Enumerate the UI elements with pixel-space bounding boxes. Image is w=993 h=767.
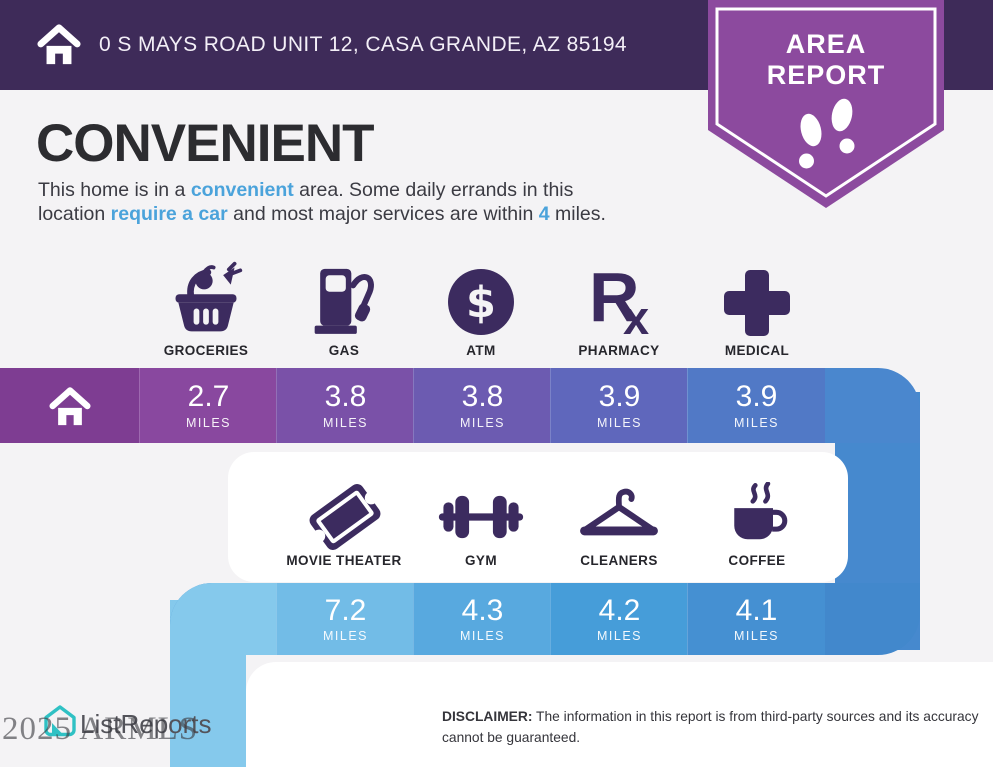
desc-segment: This home is in a (38, 179, 191, 201)
area-report-badge: AREA REPORT (708, 0, 944, 212)
distance-value: 3.8 (324, 380, 367, 414)
groceries-basket-icon (131, 260, 281, 336)
place-cleaners: CLEANERS (544, 476, 694, 568)
distance-cell-cleaners: 4.2 MILES (550, 583, 688, 655)
distance-value: 4.2 (598, 593, 641, 627)
distance-cell-atm: 3.8 MILES (413, 368, 551, 443)
coffee-cup-icon (682, 476, 832, 546)
distance-cell-gym: 4.3 MILES (413, 583, 551, 655)
distance-unit: MILES (596, 629, 642, 644)
listreports-house-icon (44, 705, 76, 744)
home-icon (48, 386, 91, 425)
svg-text:$: $ (466, 278, 496, 328)
place-groceries: GROCERIES (131, 260, 281, 358)
footprints-icon (799, 98, 855, 169)
distance-unit: MILES (459, 415, 505, 430)
home-cell (0, 368, 139, 443)
distance-unit: MILES (322, 415, 368, 430)
distance-bar-row2: 7.2 MILES 4.3 MILES 4.2 MILES 4.1 MILES (170, 583, 920, 655)
bar2-left-tail (170, 583, 276, 655)
desc-highlight-miles: 4 (538, 202, 550, 225)
icons-panel: MOVIE THEATER GYM (228, 452, 848, 582)
distance-value: 3.9 (598, 380, 641, 414)
desc-segment: miles. (549, 202, 606, 225)
distance-cell-medical: 3.9 MILES (687, 368, 825, 443)
page-title: CONVENIENT (36, 114, 374, 173)
movie-ticket-icon (269, 476, 419, 553)
distance-cell-gas: 3.8 MILES (276, 368, 414, 443)
distance-cell-coffee: 4.1 MILES (687, 583, 825, 655)
distance-value: 3.9 (735, 380, 778, 414)
property-address: 0 S MAYS ROAD UNIT 12, CASA GRANDE, AZ 8… (99, 33, 628, 56)
medical-cross-icon (682, 260, 832, 336)
distance-cell-pharmacy: 3.9 MILES (550, 368, 688, 443)
atm-dollar-icon: $ (406, 260, 556, 336)
disclaimer-body: The information in this report is from t… (442, 709, 979, 745)
brand-text: ListReports (80, 709, 212, 739)
desc-segment: and most major services are within (227, 202, 539, 225)
place-label: GYM (465, 553, 497, 568)
disclaimer-panel: DISCLAIMER: The information in this repo… (246, 662, 993, 767)
place-label: CLEANERS (580, 553, 658, 568)
distance-value: 4.1 (735, 593, 778, 627)
place-label: PHARMACY (578, 343, 660, 358)
distance-cell-movie-theater: 7.2 MILES (276, 583, 414, 655)
distance-unit: MILES (185, 415, 231, 430)
distance-value: 7.2 (324, 593, 367, 627)
desc-highlight-require-car: require a car (110, 202, 228, 225)
distance-value: 2.7 (187, 380, 230, 414)
place-medical: MEDICAL (682, 260, 832, 358)
place-label: ATM (466, 343, 496, 358)
distance-unit: MILES (459, 629, 505, 644)
badge-line1: AREA (785, 29, 867, 59)
desc-highlight-convenient: convenient (190, 179, 294, 201)
desc-segment: location (38, 202, 111, 225)
distance-value: 4.3 (461, 593, 504, 627)
place-label: GROCERIES (163, 343, 249, 358)
watermark-text: 2025 ARMLS (2, 711, 199, 747)
place-label: MOVIE THEATER (286, 553, 402, 568)
gas-pump-icon (269, 260, 419, 336)
cleaners-hanger-icon (544, 476, 694, 546)
distance-unit: MILES (733, 415, 779, 430)
distance-value: 3.8 (461, 380, 504, 414)
description-text: This home is in a convenient area. Some … (38, 179, 718, 226)
home-icon (36, 21, 82, 72)
place-label: COFFEE (728, 553, 786, 568)
desc-segment: area. Some daily errands in this (293, 179, 574, 201)
place-label: GAS (328, 343, 360, 358)
distance-unit: MILES (733, 629, 779, 644)
distance-unit: MILES (596, 415, 642, 430)
distance-unit: MILES (322, 629, 368, 644)
place-atm: $ ATM (406, 260, 556, 358)
place-label: MEDICAL (724, 343, 790, 358)
place-movie-theater: MOVIE THEATER (269, 476, 419, 568)
place-gas: GAS (269, 260, 419, 358)
badge-line2: REPORT (766, 60, 886, 90)
gym-dumbbell-icon (406, 476, 556, 546)
distance-cell-groceries: 2.7 MILES (139, 368, 277, 443)
distance-bar-row1: 2.7 MILES 3.8 MILES 3.8 MILES 3.9 MILES … (0, 368, 920, 443)
disclaimer-text: DISCLAIMER: The information in this repo… (442, 707, 982, 748)
place-coffee: COFFEE (682, 476, 832, 568)
place-gym: GYM (406, 476, 556, 568)
disclaimer-label: DISCLAIMER: (442, 709, 533, 724)
